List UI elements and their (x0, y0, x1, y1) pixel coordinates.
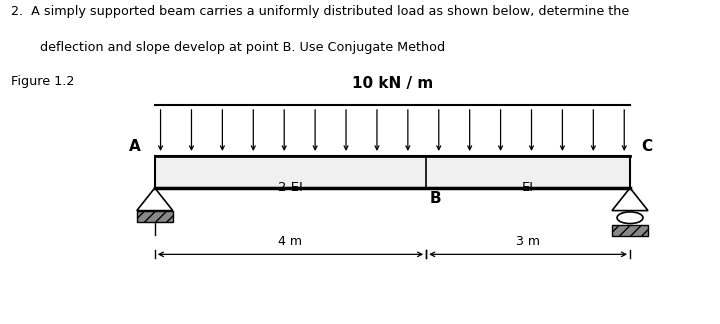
Text: 2.  A simply supported beam carries a uniformly distributed load as shown below,: 2. A simply supported beam carries a uni… (11, 5, 629, 18)
Text: 3 m: 3 m (516, 235, 540, 248)
Text: EI: EI (522, 181, 534, 194)
Text: C: C (641, 139, 652, 154)
Polygon shape (612, 225, 648, 236)
Text: Figure 1.2: Figure 1.2 (11, 75, 74, 87)
Text: 2 EI: 2 EI (278, 181, 303, 194)
Text: A: A (129, 139, 140, 154)
Text: B: B (430, 191, 441, 206)
Text: 4 m: 4 m (279, 235, 302, 248)
Text: 10 kN / m: 10 kN / m (352, 76, 433, 91)
Polygon shape (155, 156, 630, 188)
Polygon shape (137, 211, 173, 222)
Text: deflection and slope develop at point B. Use Conjugate Method: deflection and slope develop at point B.… (40, 40, 445, 53)
